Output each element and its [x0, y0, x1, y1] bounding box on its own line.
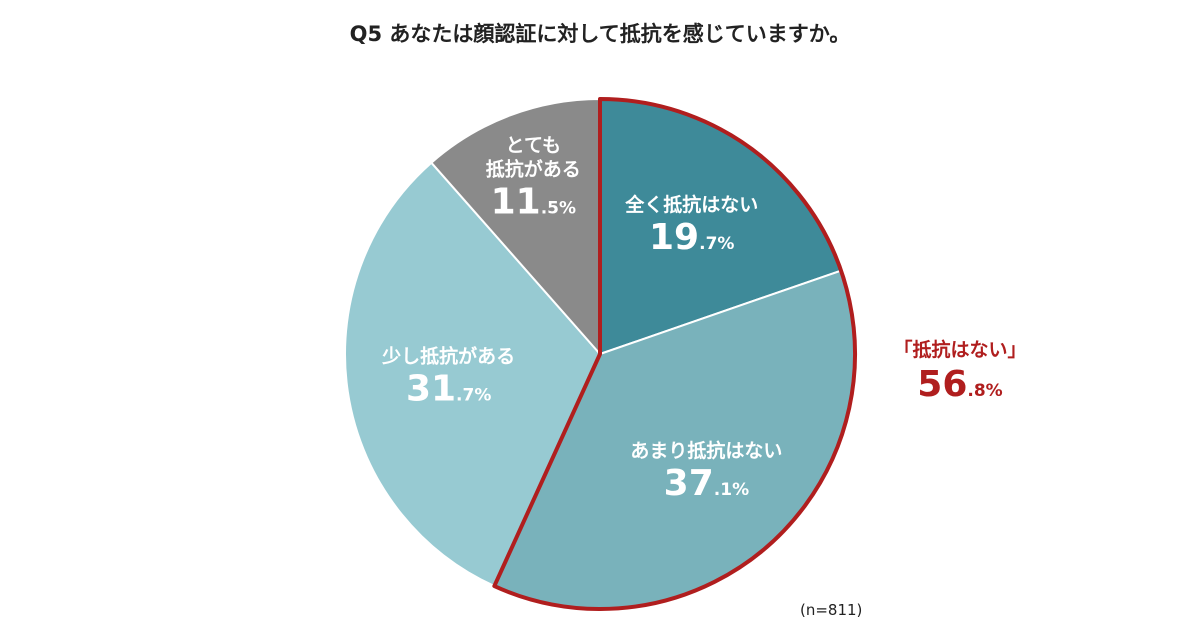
pie-slice [344, 161, 602, 588]
highlight-callout: 「抵抗はない」 56.8% [893, 338, 1026, 405]
slice-label: 少し抵抗がある [381, 345, 515, 368]
slice-value: 11.5% [491, 181, 576, 222]
pie-slices [344, 97, 856, 610]
chart-title: Q5 あなたは顔認証に対して抵抗を感じていますか。 [349, 22, 851, 46]
highlight-label: 「抵抗はない」 [893, 338, 1026, 361]
slice-label: とても [506, 134, 561, 156]
highlight-outline [492, 97, 857, 611]
pie-slice [429, 97, 601, 357]
slice-value: 31.7% [406, 369, 491, 410]
slice-value: 19.7% [649, 217, 734, 258]
highlight-value: 56.8% [917, 364, 1002, 405]
slice-value: 37.1% [664, 463, 749, 504]
slice-label: 全く抵抗はない [624, 193, 758, 216]
slice-label: あまり抵抗はない [630, 439, 782, 462]
slice-label: 抵抗がある [486, 157, 581, 180]
sample-size-note: (n=811) [800, 601, 863, 619]
